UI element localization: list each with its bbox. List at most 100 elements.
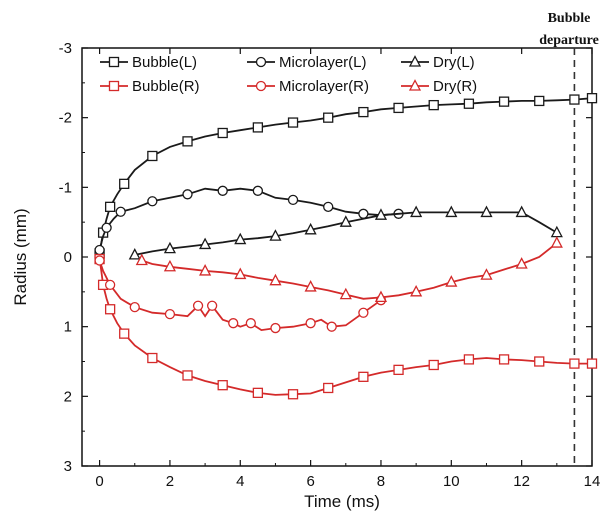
data-point-dry-l [234, 232, 247, 245]
data-point-dry-l [199, 237, 212, 250]
y-tick-label: 3 [64, 458, 72, 475]
data-point-microlayer-r [270, 322, 281, 334]
data-point-microlayer-r [104, 279, 116, 291]
data-point-bubble-r [358, 371, 369, 382]
data-point-bubble-r [182, 370, 193, 381]
legend-item: Dry(R) [401, 78, 477, 95]
data-point-bubble-r [119, 328, 130, 339]
data-point-bubble-l [569, 94, 580, 105]
legend-label: Bubble(L) [132, 54, 197, 71]
legend-item: Microlayer(L) [247, 54, 367, 71]
series-line-bubble-l [98, 97, 593, 254]
data-point-microlayer-r [94, 255, 105, 266]
x-tick-label: 12 [513, 473, 530, 490]
y-tick-label: 1 [64, 319, 72, 336]
data-point-microlayer-l [182, 189, 193, 200]
legend-item: Bubble(R) [100, 78, 200, 95]
data-point-dry-l [410, 205, 423, 218]
data-point-microlayer-l [358, 208, 369, 219]
series-microlayer-l [94, 185, 404, 256]
x-axis-label: Time (ms) [304, 492, 380, 511]
data-point-microlayer-l [323, 201, 334, 212]
data-point-bubble-l [323, 112, 334, 123]
legend-marker [255, 56, 267, 68]
data-point-dry-r [410, 284, 423, 297]
bubble-departure-label-line2: departure [539, 33, 599, 48]
data-point-dry-r [480, 268, 493, 280]
legend-label: Dry(L) [433, 54, 475, 71]
data-point-microlayer-r [358, 307, 369, 318]
series-bubble-l [94, 93, 598, 259]
x-tick-label: 6 [306, 473, 314, 490]
legend-label: Dry(R) [433, 78, 477, 95]
data-point-microlayer-r [206, 300, 218, 311]
data-point-bubble-r [287, 389, 299, 400]
data-point-dry-r [199, 264, 212, 276]
data-point-dry-l [550, 225, 563, 238]
data-point-bubble-r [586, 358, 598, 369]
legend-label: Microlayer(L) [279, 54, 367, 71]
data-point-microlayer-l [252, 185, 264, 196]
data-point-dry-r [445, 275, 458, 287]
legend-item: Bubble(L) [100, 54, 197, 71]
data-point-bubble-r [569, 358, 580, 369]
data-point-bubble-l [463, 98, 475, 109]
data-point-microlayer-r [305, 318, 316, 329]
data-point-bubble-r [147, 352, 158, 364]
data-point-bubble-l [104, 201, 116, 212]
data-point-bubble-l [217, 127, 228, 139]
data-point-bubble-r [217, 380, 228, 391]
data-point-bubble-r [393, 364, 404, 376]
data-point-dry-l [374, 208, 388, 220]
legend-label: Bubble(R) [132, 78, 200, 95]
data-point-dry-l [515, 205, 528, 218]
data-point-dry-l [163, 241, 177, 254]
data-point-bubble-l [534, 95, 545, 107]
series-dry-r [135, 236, 563, 303]
data-point-bubble-l [428, 99, 439, 111]
data-point-microlayer-l [115, 206, 126, 217]
legend-marker [408, 79, 422, 91]
data-point-dry-l [480, 205, 493, 218]
legend-item: Microlayer(R) [247, 78, 369, 95]
x-tick-label: 2 [166, 473, 174, 490]
data-point-dry-r [374, 290, 388, 303]
data-point-dry-l [128, 248, 141, 260]
x-tick-label: 10 [443, 473, 460, 490]
data-point-bubble-l [182, 136, 193, 147]
data-point-dry-r [163, 259, 177, 272]
x-tick-label: 4 [236, 473, 244, 490]
data-point-dry-l [304, 222, 317, 235]
series-line-bubble-r [98, 258, 592, 396]
legend: Bubble(L) Microlayer(L) Dry(L) Bubble(R) Mic… [100, 54, 477, 95]
x-tick-label: 8 [377, 473, 385, 490]
data-point-microlayer-r [326, 321, 337, 332]
x-tick-label: 14 [584, 473, 601, 490]
data-point-microlayer-l [217, 185, 228, 196]
data-point-microlayer-r [164, 308, 176, 320]
data-point-microlayer-r [245, 318, 256, 329]
legend-marker [255, 80, 267, 92]
y-tick-label: -2 [59, 110, 72, 127]
data-point-dry-l [445, 205, 458, 218]
y-tick-label: 0 [64, 249, 72, 266]
data-point-microlayer-r [228, 318, 239, 329]
data-point-bubble-r [104, 304, 116, 315]
data-point-dry-r [550, 236, 563, 248]
x-tick-label: 0 [95, 473, 103, 490]
series-line-microlayer-l [98, 187, 399, 251]
data-point-bubble-r [323, 382, 334, 394]
legend-marker [408, 55, 422, 67]
data-point-dry-r [304, 280, 317, 292]
data-point-microlayer-r [192, 300, 204, 311]
data-point-dry-r [269, 273, 282, 286]
y-tick-label: -3 [59, 40, 72, 57]
data-point-bubble-r [463, 354, 475, 365]
data-point-bubble-l [498, 96, 510, 107]
legend-label: Microlayer(R) [279, 78, 369, 95]
data-point-dry-r [339, 287, 352, 300]
series-layer [94, 93, 598, 400]
data-point-microlayer-l [94, 244, 105, 256]
